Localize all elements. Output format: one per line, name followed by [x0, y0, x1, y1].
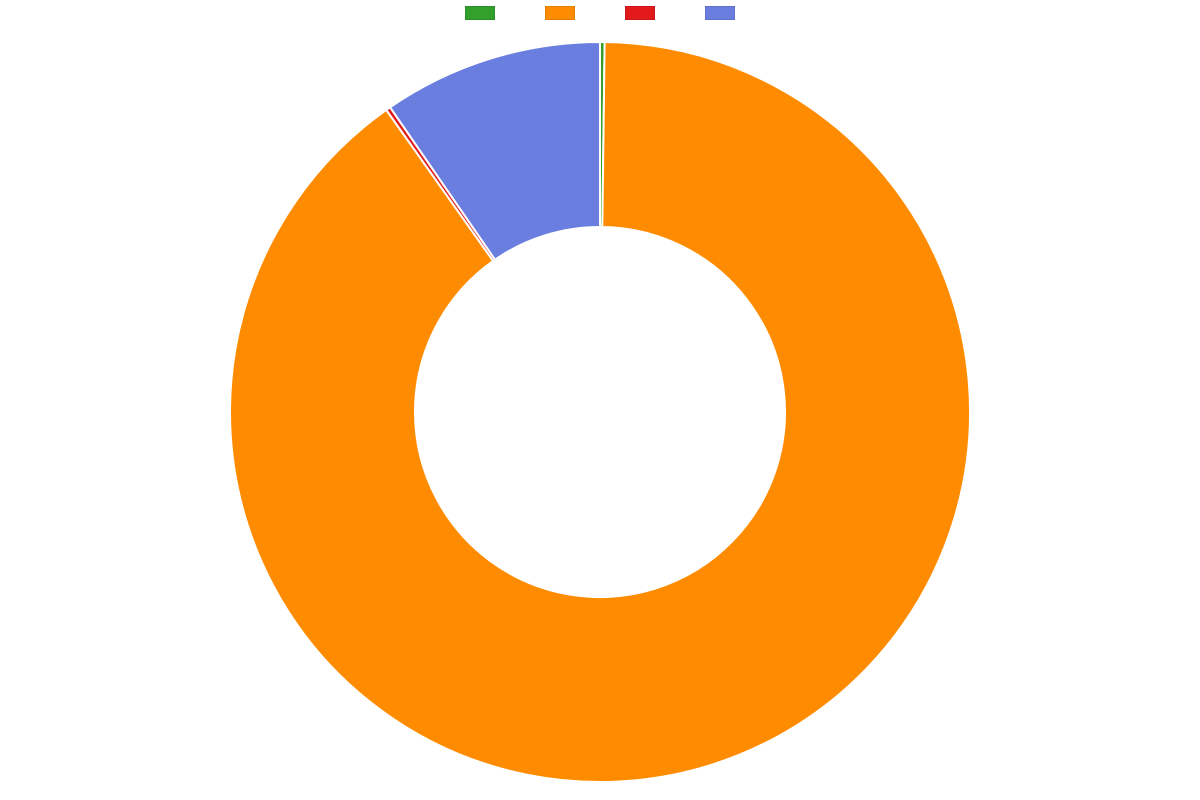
- donut-chart-wrap: [0, 24, 1200, 800]
- legend-item-0: [465, 6, 495, 20]
- legend-swatch-0: [465, 6, 495, 20]
- legend-swatch-1: [545, 6, 575, 20]
- legend: [0, 6, 1200, 20]
- legend-item-2: [625, 6, 655, 20]
- legend-item-1: [545, 6, 575, 20]
- chart-container: [0, 0, 1200, 800]
- legend-item-3: [705, 6, 735, 20]
- donut-chart: [226, 38, 974, 786]
- legend-swatch-3: [705, 6, 735, 20]
- legend-swatch-2: [625, 6, 655, 20]
